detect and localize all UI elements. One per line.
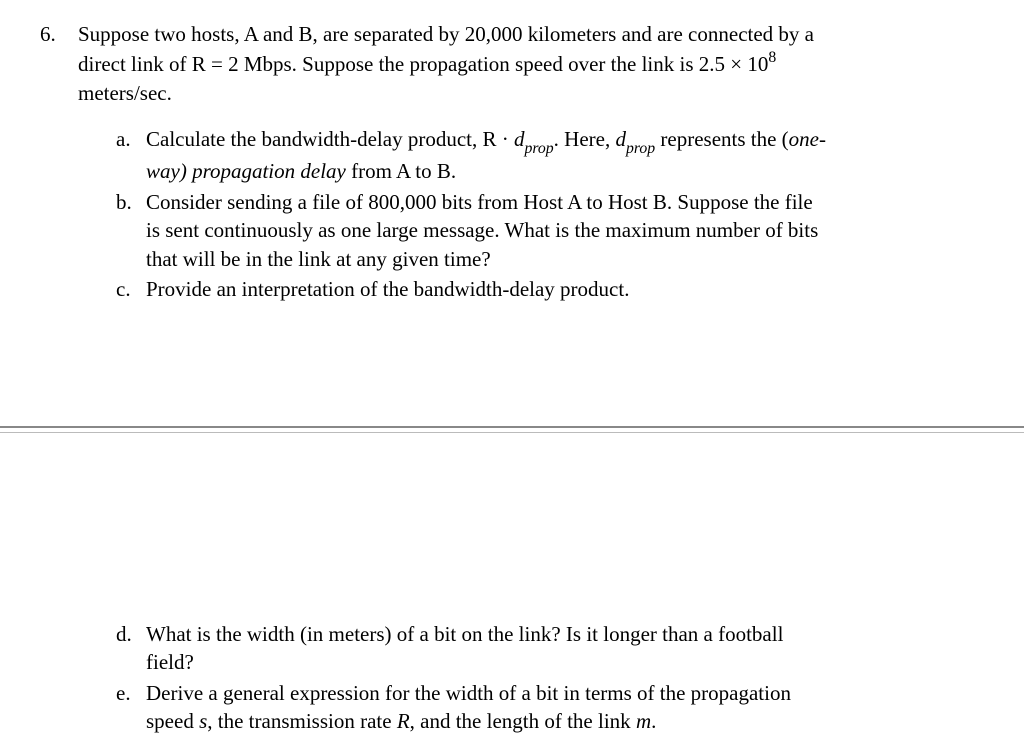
part-b: b. Consider sending a file of 800,000 bi…	[116, 188, 984, 273]
question-text: Suppose two hosts, A and B, are separate…	[78, 20, 984, 107]
divider-line	[0, 426, 1024, 428]
part-text: Derive a general expression for the widt…	[146, 679, 984, 736]
divider-line	[0, 432, 1024, 433]
part-text: What is the width (in meters) of a bit o…	[146, 620, 984, 677]
stem-line3: meters/sec.	[78, 81, 172, 105]
part-text: Provide an interpretation of the bandwid…	[146, 275, 984, 303]
part-letter: d.	[116, 620, 146, 677]
part-letter: b.	[116, 188, 146, 273]
part-text: Calculate the bandwidth-delay product, R…	[146, 125, 984, 186]
part-d: d. What is the width (in meters) of a bi…	[116, 620, 984, 677]
part-letter: a.	[116, 125, 146, 186]
part-letter: c.	[116, 275, 146, 303]
page: 6. Suppose two hosts, A and B, are separ…	[0, 0, 1024, 325]
sub-parts-bottom: d. What is the width (in meters) of a bi…	[40, 612, 984, 737]
part-e: e. Derive a general expression for the w…	[116, 679, 984, 736]
part-c: c. Provide an interpretation of the band…	[116, 275, 984, 303]
part-a: a. Calculate the bandwidth-delay product…	[116, 125, 984, 186]
stem-line1: Suppose two hosts, A and B, are separate…	[78, 22, 814, 46]
question-stem: 6. Suppose two hosts, A and B, are separ…	[40, 20, 984, 107]
page-divider	[0, 426, 1024, 434]
part-letter: e.	[116, 679, 146, 736]
question-number: 6.	[40, 20, 78, 107]
sub-parts-top: a. Calculate the bandwidth-delay product…	[116, 125, 984, 303]
part-text: Consider sending a file of 800,000 bits …	[146, 188, 984, 273]
stem-line2: direct link of R = 2 Mbps. Suppose the p…	[78, 52, 776, 76]
